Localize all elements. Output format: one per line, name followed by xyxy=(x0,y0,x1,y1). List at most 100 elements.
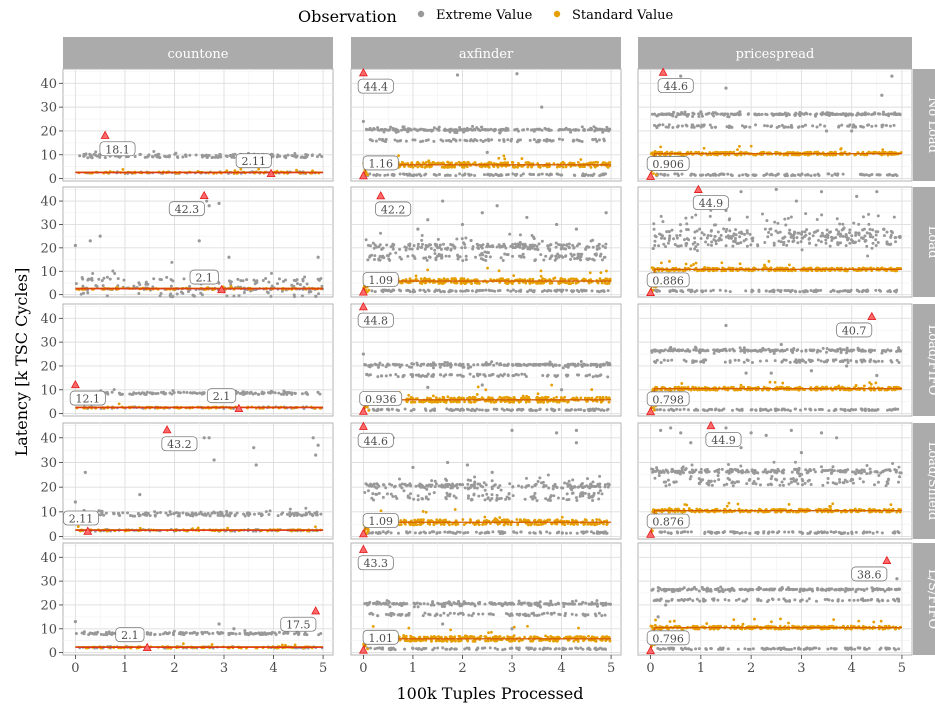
extreme-point xyxy=(318,153,321,156)
extreme-point xyxy=(402,172,405,175)
y-tick-label: 20 xyxy=(40,359,57,374)
extreme-point xyxy=(296,282,299,285)
extreme-point xyxy=(316,155,319,158)
panel-frame xyxy=(63,69,333,181)
extreme-point xyxy=(585,374,588,377)
extreme-point xyxy=(480,257,483,260)
standard-point xyxy=(428,400,431,403)
extreme-point xyxy=(487,409,490,412)
extreme-point xyxy=(425,495,428,498)
extreme-point xyxy=(396,408,399,411)
extreme-point xyxy=(378,492,381,495)
extreme-point xyxy=(458,172,461,175)
extreme-point xyxy=(461,259,464,262)
extreme-point xyxy=(439,290,442,293)
standard-point xyxy=(442,282,445,285)
extreme-point xyxy=(443,530,446,533)
outlier-point xyxy=(560,388,563,391)
extreme-point xyxy=(381,247,384,250)
panel-frame xyxy=(63,543,333,655)
y-tick-label: 20 xyxy=(40,598,57,613)
max-label: 42.3 xyxy=(175,203,200,216)
extreme-point xyxy=(385,128,388,131)
standard-point xyxy=(503,161,506,164)
extreme-point xyxy=(430,247,433,250)
extreme-point xyxy=(433,126,436,129)
extreme-point xyxy=(556,374,559,377)
legend-label-extreme: Extreme Value xyxy=(436,8,533,23)
extreme-point xyxy=(404,407,407,410)
standard-point xyxy=(498,269,501,272)
row-strips: No Load Load Load/FIFO Load/Shield L/S/F… xyxy=(913,69,935,655)
extreme-point xyxy=(565,374,568,377)
extreme-point xyxy=(388,259,391,262)
extreme-point xyxy=(608,128,611,131)
extreme-point xyxy=(286,513,289,516)
extreme-point xyxy=(496,245,499,248)
standard-point xyxy=(421,401,424,404)
extreme-point xyxy=(375,531,378,534)
extreme-point xyxy=(572,139,575,142)
standard-point xyxy=(435,396,438,399)
extreme-point xyxy=(420,239,423,242)
legend-swatch-standard xyxy=(554,11,560,17)
extreme-point xyxy=(201,631,204,634)
extreme-point xyxy=(176,511,179,514)
strip-row-0-label: No Load xyxy=(925,97,935,153)
extreme-point xyxy=(500,128,503,131)
extreme-point xyxy=(375,486,378,489)
extreme-point xyxy=(159,633,162,636)
extreme-point xyxy=(484,489,487,492)
extreme-point xyxy=(434,480,437,483)
extreme-point xyxy=(297,633,300,636)
extreme-point xyxy=(400,364,403,367)
extreme-point xyxy=(303,156,306,159)
extreme-point xyxy=(475,290,478,293)
extreme-point xyxy=(432,140,435,143)
standard-point xyxy=(605,396,608,399)
extreme-point xyxy=(591,289,594,292)
standard-point xyxy=(415,274,418,277)
extreme-point xyxy=(386,173,389,176)
extreme-point xyxy=(281,511,284,514)
extreme-point xyxy=(380,408,383,411)
extreme-point xyxy=(442,375,445,378)
extreme-point xyxy=(408,174,411,177)
standard-point xyxy=(431,401,434,404)
extreme-point xyxy=(454,138,457,141)
extreme-point xyxy=(434,485,437,488)
y-tick-label: 40 xyxy=(40,431,57,446)
standard-point xyxy=(416,161,419,164)
standard-point xyxy=(511,282,514,285)
extreme-point xyxy=(296,514,299,517)
extreme-point xyxy=(599,373,602,376)
extreme-point xyxy=(405,249,408,252)
extreme-point xyxy=(481,494,484,497)
extreme-point xyxy=(149,632,152,635)
standard-point xyxy=(565,281,568,284)
outlier-point xyxy=(456,73,459,76)
extreme-point xyxy=(121,511,124,514)
outlier-point xyxy=(461,223,464,226)
extreme-point xyxy=(485,493,488,496)
extreme-point xyxy=(554,255,557,258)
standard-point xyxy=(440,523,443,526)
extreme-point xyxy=(397,375,400,378)
extreme-point xyxy=(414,531,417,534)
extreme-point xyxy=(424,409,427,412)
extreme-point xyxy=(166,632,169,635)
extreme-point xyxy=(572,247,575,250)
extreme-point xyxy=(202,392,205,395)
standard-point xyxy=(118,402,121,405)
extreme-point xyxy=(218,153,221,156)
extreme-point xyxy=(580,484,583,487)
standard-point xyxy=(591,519,594,522)
outlier-point xyxy=(481,211,484,214)
extreme-point xyxy=(555,172,558,175)
extreme-point xyxy=(443,129,446,132)
extreme-point xyxy=(369,373,372,376)
extreme-point xyxy=(559,255,562,258)
extreme-point xyxy=(533,138,536,141)
extreme-point xyxy=(553,363,556,366)
standard-point xyxy=(525,161,528,164)
